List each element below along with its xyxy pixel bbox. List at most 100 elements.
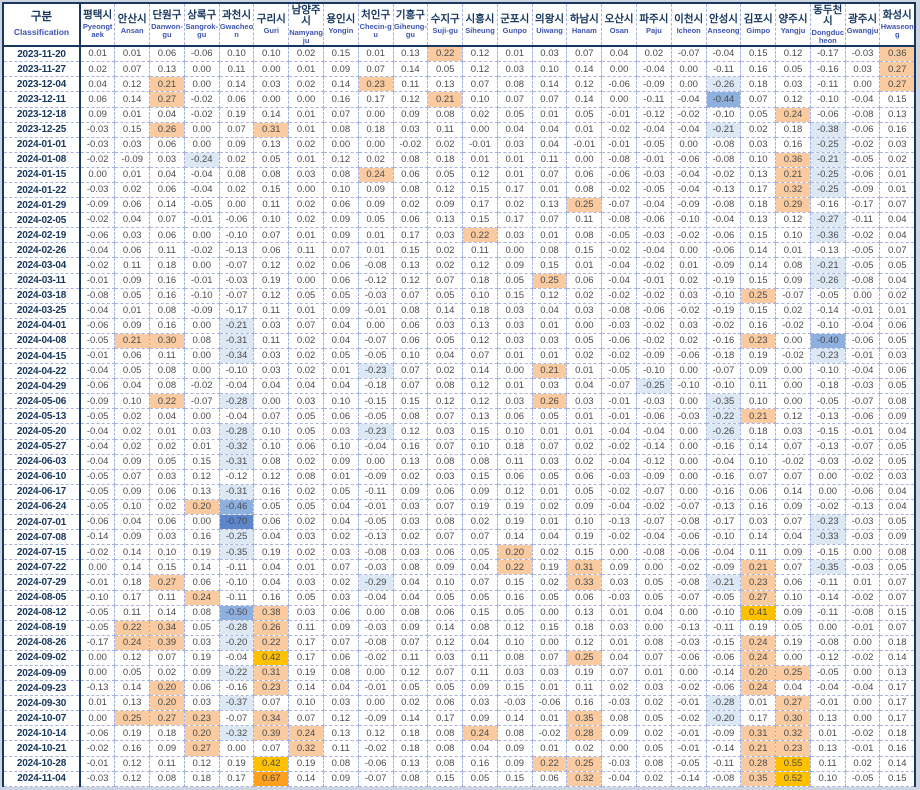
value-cell[interactable]: 0.02: [636, 725, 672, 742]
value-cell[interactable]: -0.07: [670, 498, 707, 516]
value-cell[interactable]: -0.13: [705, 498, 742, 516]
value-cell[interactable]: 0.02: [218, 181, 255, 199]
value-cell[interactable]: -0.32: [218, 438, 255, 455]
value-cell[interactable]: -0.09: [79, 393, 116, 410]
value-cell[interactable]: 0.06: [531, 770, 568, 788]
value-cell[interactable]: 0.09: [114, 529, 151, 546]
value-cell[interactable]: 0.02: [462, 514, 498, 531]
value-cell[interactable]: 0.12: [114, 770, 151, 788]
value-cell[interactable]: 0.01: [357, 227, 394, 244]
value-cell[interactable]: -0.02: [670, 302, 707, 319]
value-cell[interactable]: 0.13: [879, 106, 916, 123]
value-cell[interactable]: 0.01: [288, 559, 324, 576]
value-cell[interactable]: 0.16: [879, 121, 916, 138]
value-cell[interactable]: 0.01: [357, 242, 394, 259]
value-cell[interactable]: 0.19: [218, 106, 255, 123]
value-cell[interactable]: 0.01: [531, 423, 568, 440]
value-cell[interactable]: 0.08: [392, 302, 429, 319]
value-cell[interactable]: -0.02: [775, 317, 811, 334]
date-cell[interactable]: 2024-10-21: [2, 740, 81, 757]
value-cell[interactable]: 0.08: [392, 151, 429, 168]
value-cell[interactable]: 0.00: [79, 710, 116, 727]
value-cell[interactable]: 0.08: [462, 453, 498, 470]
value-cell[interactable]: -0.50: [218, 604, 255, 621]
value-cell[interactable]: 0.11: [288, 242, 324, 259]
value-cell[interactable]: -0.10: [218, 227, 255, 244]
value-cell[interactable]: -0.09: [114, 151, 151, 168]
value-cell[interactable]: 0.25: [566, 197, 603, 214]
value-cell[interactable]: -0.04: [705, 453, 742, 470]
value-cell[interactable]: -0.20: [218, 634, 255, 651]
value-cell[interactable]: 0.08: [636, 755, 672, 772]
value-cell[interactable]: -0.06: [79, 317, 116, 334]
value-cell[interactable]: 0.10: [566, 514, 603, 531]
value-cell[interactable]: 0.02: [427, 136, 464, 153]
value-cell[interactable]: 0.01: [322, 468, 359, 485]
value-cell[interactable]: 0.09: [496, 257, 533, 274]
value-cell[interactable]: 0.06: [322, 272, 359, 289]
value-cell[interactable]: -0.11: [218, 559, 255, 576]
value-cell[interactable]: -0.02: [844, 453, 881, 470]
value-cell[interactable]: 0.03: [183, 423, 220, 440]
value-cell[interactable]: 0.03: [322, 589, 359, 606]
value-cell[interactable]: 0.10: [392, 347, 429, 365]
value-cell[interactable]: 0.05: [149, 453, 185, 470]
value-cell[interactable]: -0.01: [670, 725, 707, 742]
value-cell[interactable]: 0.07: [740, 468, 777, 485]
value-cell[interactable]: -0.01: [79, 574, 116, 591]
value-cell[interactable]: -0.01: [601, 393, 637, 410]
date-cell[interactable]: 2024-05-20: [2, 423, 81, 440]
value-cell[interactable]: 0.05: [566, 106, 603, 123]
value-cell[interactable]: -0.04: [636, 423, 672, 440]
value-cell[interactable]: 0.02: [288, 453, 324, 470]
value-cell[interactable]: -0.08: [357, 634, 394, 651]
value-cell[interactable]: 0.09: [566, 498, 603, 516]
value-cell[interactable]: 0.04: [149, 408, 185, 425]
value-cell[interactable]: 0.08: [496, 649, 533, 666]
date-cell[interactable]: 2023-12-11: [2, 91, 81, 108]
value-cell[interactable]: 0.08: [392, 181, 429, 199]
value-cell[interactable]: 0.18: [740, 197, 777, 214]
value-cell[interactable]: 0.13: [427, 76, 464, 93]
value-cell[interactable]: -0.05: [79, 604, 116, 621]
value-cell[interactable]: 0.11: [566, 680, 603, 697]
value-cell[interactable]: 0.00: [844, 710, 881, 727]
value-cell[interactable]: -0.08: [79, 287, 116, 304]
value-cell[interactable]: 0.06: [322, 408, 359, 425]
value-cell[interactable]: -0.04: [844, 91, 881, 108]
value-cell[interactable]: -0.02: [601, 181, 637, 199]
value-cell[interactable]: -0.35: [218, 544, 255, 561]
value-cell[interactable]: 0.18: [357, 121, 394, 138]
date-cell[interactable]: 2024-06-24: [2, 498, 81, 516]
value-cell[interactable]: 0.15: [392, 242, 429, 259]
value-cell[interactable]: 0.05: [566, 483, 603, 500]
value-cell[interactable]: 0.08: [253, 453, 290, 470]
value-cell[interactable]: 0.09: [775, 544, 811, 561]
value-cell[interactable]: 0.02: [566, 347, 603, 365]
value-cell[interactable]: 0.14: [427, 302, 464, 319]
value-cell[interactable]: -0.21: [809, 151, 846, 168]
value-cell[interactable]: 0.05: [496, 604, 533, 621]
value-cell[interactable]: 0.06: [253, 514, 290, 531]
value-cell[interactable]: -0.06: [636, 212, 672, 229]
value-cell[interactable]: 0.18: [566, 619, 603, 636]
value-cell[interactable]: 0.09: [462, 680, 498, 697]
value-cell[interactable]: 0.32: [775, 181, 811, 199]
value-cell[interactable]: -0.08: [636, 544, 672, 561]
value-cell[interactable]: 0.12: [775, 212, 811, 229]
value-cell[interactable]: 0.07: [496, 91, 533, 108]
value-cell[interactable]: -0.28: [218, 619, 255, 636]
date-cell[interactable]: 2024-02-26: [2, 242, 81, 259]
value-cell[interactable]: 0.03: [149, 151, 185, 168]
value-cell[interactable]: -0.09: [79, 197, 116, 214]
value-cell[interactable]: -0.07: [183, 393, 220, 410]
date-cell[interactable]: 2024-03-04: [2, 257, 81, 274]
value-cell[interactable]: 0.26: [149, 121, 185, 138]
value-cell[interactable]: 0.08: [496, 725, 533, 742]
value-cell[interactable]: -0.04: [705, 544, 742, 561]
value-cell[interactable]: 0.17: [879, 695, 916, 712]
value-cell[interactable]: 0.11: [531, 151, 568, 168]
value-cell[interactable]: 0.16: [114, 740, 151, 757]
value-cell[interactable]: -0.01: [844, 740, 881, 757]
value-cell[interactable]: 0.02: [288, 212, 324, 229]
